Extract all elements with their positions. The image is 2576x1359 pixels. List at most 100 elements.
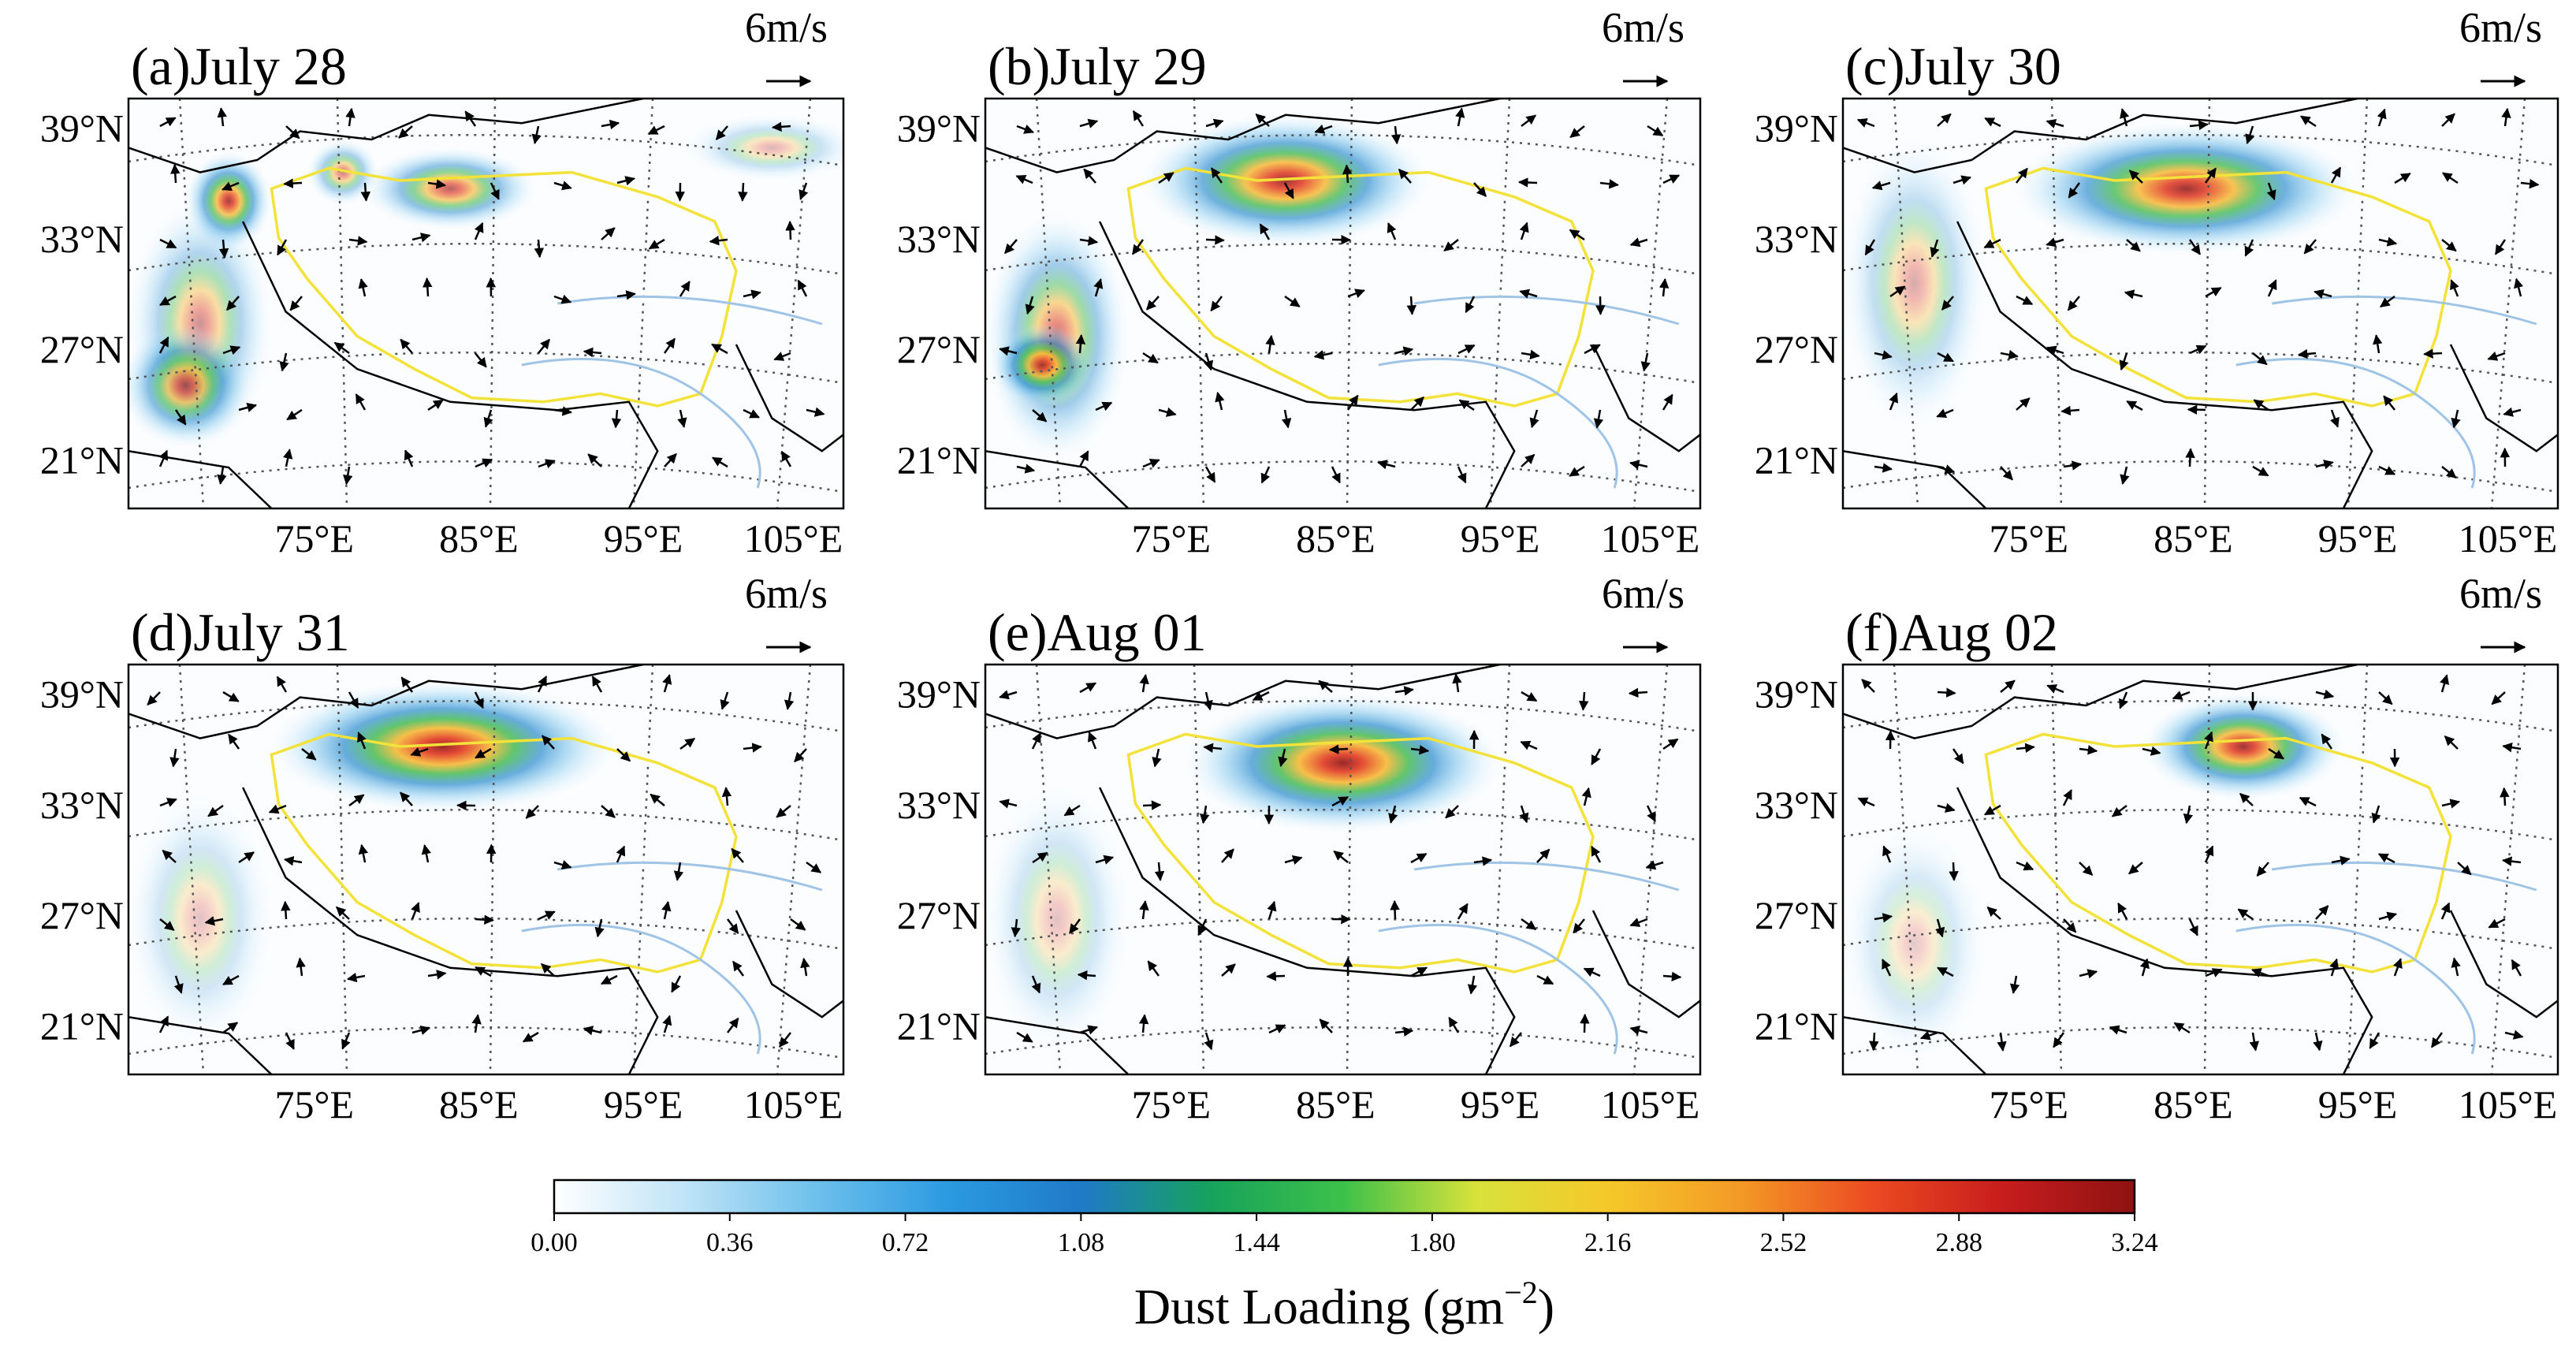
wind-vector (1328, 744, 1349, 754)
longitude-gridline (2347, 665, 2369, 1074)
wind-vector (1529, 409, 1539, 429)
latitude-gridline (1843, 1026, 2558, 1059)
wind-scale-label: 6m/s (745, 4, 828, 51)
wind-vector (400, 676, 414, 693)
wind-vector (427, 179, 447, 189)
wind-vector (1394, 1026, 1414, 1037)
wind-vector (1629, 237, 1648, 248)
wind-vector (785, 220, 795, 240)
wind-vector (1075, 333, 1086, 354)
wind-vector (159, 918, 175, 931)
longitude-label: 85°E (1296, 1082, 1375, 1126)
wind-vector (1937, 802, 1956, 813)
wind-vector (2252, 352, 2268, 366)
country-border (1098, 221, 1516, 508)
wind-vector (780, 450, 792, 467)
wind-vector (1016, 125, 1034, 134)
longitude-gridline (2490, 99, 2526, 508)
wind-vector (1284, 295, 1301, 307)
latitude-gridline (985, 242, 1700, 276)
wind-vector (1147, 960, 1160, 977)
wind-vector (1158, 407, 1177, 417)
wind-vector (1410, 966, 1428, 977)
wind-vector (1331, 795, 1349, 807)
wind-scale-label: 6m/s (2459, 4, 2542, 51)
dust-plume (128, 324, 251, 447)
longitude-gridline (776, 99, 812, 508)
wind-vector (285, 125, 300, 140)
wind-vector (357, 732, 367, 750)
map-panel: (b)July 29 6m/s 39°N 33°N 27°N 21°N 75°E 85°E 95… (897, 4, 1702, 560)
wind-vector (289, 296, 303, 311)
wind-vector (2000, 680, 2016, 693)
wind-vector (1519, 289, 1538, 299)
wind-vector (1935, 918, 1945, 938)
wind-vector (1203, 691, 1213, 711)
wind-vector (281, 900, 291, 920)
wind-vector (1260, 466, 1271, 484)
wind-vector (1467, 975, 1478, 995)
wind-vector (2494, 239, 2507, 255)
wind-vector (411, 233, 431, 243)
wind-vector (411, 902, 420, 920)
wind-vector (2128, 169, 2143, 184)
wind-vector (2514, 277, 2524, 297)
wind-vector (1200, 805, 1210, 825)
wind-vector (1861, 679, 1875, 693)
wind-vector (474, 691, 484, 709)
wind-vector (1142, 352, 1159, 364)
panels-layer: (a)July 28 6m/s 39°N 33°N 27°N 21°N 75°E 85°E 95… (40, 4, 2559, 1126)
wind-vector (400, 338, 413, 354)
wind-vector (2441, 799, 2461, 809)
wind-vector (2079, 969, 2098, 979)
latitude-label: 39°N (40, 106, 124, 150)
colorbar-scale (553, 1178, 2136, 1215)
wind-vector (2016, 295, 2034, 306)
wind-vector (333, 341, 350, 355)
wind-vector (1937, 687, 1956, 698)
wind-vector (1031, 975, 1041, 994)
wind-vector (411, 1025, 431, 1036)
wind-vector (664, 452, 677, 467)
wind-vector (170, 163, 181, 184)
river (521, 357, 761, 489)
wind-vector (1283, 182, 1294, 199)
wind-vector (2252, 465, 2269, 477)
wind-vector (1949, 862, 1959, 881)
latitude-label: 39°N (1755, 672, 1838, 716)
wind-vector (471, 1014, 482, 1033)
wind-vector (537, 676, 548, 693)
wind-vector (1410, 745, 1430, 755)
wind-vector (1662, 971, 1682, 982)
latitude-label: 27°N (40, 893, 124, 937)
wind-vector (222, 1022, 239, 1034)
colorbar-tick-label: 2.88 (1935, 1228, 1982, 1257)
wind-vector (1139, 673, 1149, 693)
wind-vector (279, 352, 289, 372)
wind-vector (541, 962, 555, 977)
wind-vector (2380, 295, 2395, 308)
longitude-gridline (2203, 665, 2211, 1074)
wind-vector (1882, 959, 1892, 977)
longitude-gridline (1035, 99, 1062, 508)
longitude-label: 95°E (1461, 516, 1540, 560)
wind-vector (2256, 862, 2269, 877)
wind-vector (2504, 1029, 2524, 1040)
wind-vector (2502, 743, 2522, 753)
wind-vector (162, 850, 177, 863)
wind-vector (2067, 296, 2080, 311)
wind-vector (1458, 399, 1475, 411)
wind-vector (1629, 918, 1648, 927)
wind-vector (296, 957, 306, 977)
wind-vector (2046, 684, 2064, 694)
wind-vector (743, 408, 760, 419)
wind-vector (2239, 792, 2254, 806)
wind-vector (2245, 125, 2255, 145)
wind-vector (743, 743, 762, 753)
wind-vector (221, 181, 240, 192)
wind-scale-label: 6m/s (745, 570, 828, 617)
wind-vector (2503, 407, 2522, 417)
wind-vector (173, 975, 184, 994)
wind-vector (2172, 691, 2191, 700)
wind-vector (475, 352, 487, 368)
